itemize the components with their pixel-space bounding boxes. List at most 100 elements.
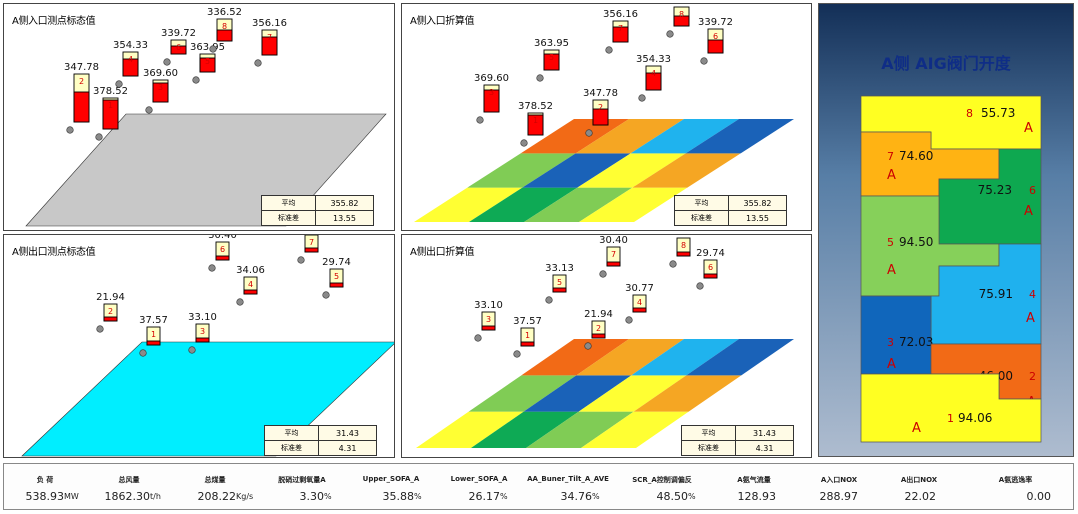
panel-title: A侧出口测点标态值: [12, 247, 96, 258]
floor-tile: [520, 119, 629, 154]
base-dot: [638, 94, 646, 102]
outlet-converted-chart: 333.10137.57533.13221.94730.40430.77834.…: [416, 235, 794, 448]
floor-tile: [467, 153, 576, 188]
bar-id-label: 1: [108, 101, 113, 110]
bar-fill: [527, 114, 544, 136]
bar-id-label: 4: [651, 69, 656, 78]
status-value: 26.17: [468, 490, 501, 503]
bar-fill: [146, 340, 161, 346]
bar-id-label: 1: [525, 331, 530, 340]
base-dot: [605, 46, 613, 54]
base-dot: [585, 129, 593, 137]
floor-tile: [576, 339, 684, 376]
valve-unit-letter: A: [887, 357, 896, 372]
floor-tile: [526, 411, 634, 448]
bar-fill: [329, 282, 344, 288]
valve-5: 5 94.50A: [860, 195, 1000, 297]
bar-2: 221.94: [584, 309, 613, 350]
bar-value-label: 378.52: [93, 86, 128, 97]
panel-title: A侧入口折算值: [410, 16, 475, 27]
std-value: 13.55: [315, 210, 374, 226]
floor-tile: [522, 153, 631, 188]
bar-id-label: 7: [267, 33, 272, 42]
status-label: A入口NOX: [820, 476, 858, 484]
base-dot: [96, 325, 104, 333]
valve-id-label: 5: [887, 236, 894, 249]
std-value: 13.55: [728, 210, 787, 226]
bar-fill: [673, 15, 690, 27]
inlet-converted-chart: 3 369.60 1 378.52 5 363.95 2 347.78 7 356.16 4 354.…: [414, 4, 794, 222]
stats-table: 平均 355.82 标准差 13.55: [261, 195, 374, 226]
status-item: 总风量 1862.30 t/h: [86, 464, 172, 509]
bar-fill: [170, 45, 187, 55]
std-label: 标准差: [681, 440, 736, 456]
bar-value-label: 378.52: [518, 101, 553, 112]
base-dot: [669, 260, 677, 268]
valve-unit-letter: A: [1026, 311, 1035, 326]
status-value: 0.00: [1026, 490, 1052, 503]
bar-fill: [703, 273, 718, 279]
status-value: 35.88: [382, 490, 415, 503]
floor-tile: [575, 119, 684, 154]
status-unit: %: [688, 492, 696, 501]
aig-title: A侧 AIG阀门开度: [881, 54, 1011, 73]
base-dot: [520, 139, 528, 147]
bar-3: 333.10: [188, 312, 217, 354]
status-label: AA_Buner_Tilt_A_AVE: [527, 475, 609, 483]
bar-id-label: 5: [557, 278, 562, 287]
floor-tile: [632, 153, 741, 188]
bar-3: 333.10: [474, 300, 503, 342]
bar-7: 734.76: [297, 235, 319, 264]
bar-fill: [103, 316, 118, 322]
bar-id-label: 6: [713, 32, 718, 41]
bar-id-label: 5: [549, 53, 554, 62]
bar-1: 1 378.52: [518, 101, 553, 147]
floor-tile: [414, 187, 523, 222]
status-label: 脱硝过剩氧量A: [278, 476, 326, 484]
floor-tile: [523, 375, 632, 412]
floor-tile: [631, 339, 739, 376]
bar-5: 529.74: [322, 257, 351, 299]
bar-id-label: 8: [681, 241, 686, 250]
status-item: Lower_SOFA_A 26.17%: [436, 464, 522, 509]
bar-value-label: 34.06: [236, 265, 265, 276]
status-item: A氨逃逸率 0.00: [958, 464, 1073, 509]
bar-value-label: 369.60: [143, 68, 178, 79]
valve-id-label: 6: [1029, 184, 1036, 197]
status-unit: Kg/s: [236, 492, 254, 501]
bar-id-label: 8: [679, 10, 684, 19]
status-item: 脱硝过剩氧量A 3.30%: [258, 464, 346, 509]
bar-fill: [612, 26, 629, 43]
base-dot: [322, 291, 330, 299]
avg-label: 平均: [681, 425, 736, 441]
std-label: 标准差: [674, 210, 729, 226]
bar-value-label: 363.95: [190, 42, 225, 53]
bar-id-label: 2: [596, 324, 601, 333]
bar-fill: [199, 57, 216, 73]
base-dot: [513, 350, 521, 358]
status-label: Lower_SOFA_A: [450, 475, 508, 483]
stats-table: 平均 355.82 标准差 13.55: [674, 195, 787, 226]
bar-id-label: 2: [598, 103, 603, 112]
base-dot: [625, 316, 633, 324]
avg-label: 平均: [261, 195, 316, 211]
bar-id-label: 7: [309, 238, 314, 247]
status-value: 1862.30: [104, 490, 151, 503]
bar-3: 3 369.60: [143, 68, 178, 114]
bar-id-label: 6: [220, 245, 225, 254]
status-value: 48.50: [656, 490, 689, 503]
bar-value-label: 21.94: [96, 292, 125, 303]
bar-6: 630.40: [208, 235, 237, 272]
status-value: 22.02: [904, 490, 937, 503]
floor-tile: [630, 119, 739, 154]
bar-id-label: 2: [79, 77, 84, 86]
status-unit: MW: [64, 492, 79, 501]
avg-label: 平均: [674, 195, 729, 211]
inlet-measured-panel: 2 347.78 1 378.52 4 354.33 3 369.60 6 339.72 5 363.…: [3, 3, 395, 231]
valve-4: 4 75.91 A: [930, 243, 1042, 345]
status-label: A氨逃逸率: [998, 476, 1033, 484]
avg-value: 31.43: [318, 425, 377, 441]
bar-id-label: 2: [108, 307, 113, 316]
base-dot: [254, 59, 262, 67]
base-dot: [599, 270, 607, 278]
